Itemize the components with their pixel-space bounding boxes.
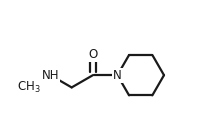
Text: N: N [113, 69, 122, 82]
Text: NH: NH [42, 69, 59, 82]
Text: CH$_3$: CH$_3$ [17, 80, 41, 95]
Text: O: O [88, 48, 97, 61]
